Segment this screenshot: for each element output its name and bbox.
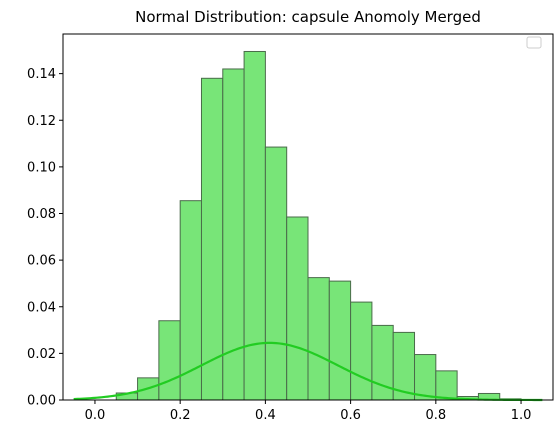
chart-title: Normal Distribution: capsule Anomoly Mer… bbox=[135, 8, 481, 26]
histogram-bar-4 bbox=[200, 77, 224, 401]
x-tick-label-3: 0.6 bbox=[340, 408, 361, 423]
histogram-bar-7 bbox=[264, 146, 288, 401]
y-tick-label-4: 0.08 bbox=[27, 207, 56, 222]
y-axis: 0.00 0.02 0.04 0.06 0.08 0.10 0.12 0.14 bbox=[27, 67, 63, 409]
y-tick-label-1: 0.02 bbox=[27, 347, 56, 362]
plot-frame bbox=[62, 33, 554, 401]
x-tick-label-2: 0.4 bbox=[255, 408, 276, 423]
histogram-bar-11 bbox=[350, 301, 373, 401]
y-tick-label-5: 0.10 bbox=[27, 160, 56, 175]
x-tick-label-4: 0.8 bbox=[425, 408, 446, 423]
y-tick-label-0: 0.00 bbox=[27, 394, 56, 409]
x-tick-label-5: 1.0 bbox=[511, 408, 532, 423]
histogram-bar-8 bbox=[286, 216, 309, 401]
y-tick-label-3: 0.06 bbox=[27, 254, 56, 269]
histogram-bar-15 bbox=[435, 370, 458, 401]
histogram-bars bbox=[115, 50, 522, 401]
histogram-bar-2 bbox=[158, 320, 181, 401]
x-axis: 0.0 0.2 0.4 0.6 0.8 1.0 bbox=[85, 400, 532, 423]
normal-curve bbox=[73, 341, 543, 402]
y-tick-label-7: 0.14 bbox=[27, 67, 56, 82]
histogram-bar-14 bbox=[414, 354, 437, 401]
x-tick-label-0: 0.0 bbox=[85, 408, 106, 423]
x-tick-label-1: 0.2 bbox=[170, 408, 191, 423]
histogram-bar-10 bbox=[328, 280, 352, 401]
y-tick-label-2: 0.04 bbox=[27, 300, 56, 315]
histogram-bar-6 bbox=[243, 50, 266, 401]
legend-box bbox=[526, 36, 542, 49]
histogram-bar-9 bbox=[307, 277, 330, 401]
y-tick-label-6: 0.12 bbox=[27, 114, 56, 129]
